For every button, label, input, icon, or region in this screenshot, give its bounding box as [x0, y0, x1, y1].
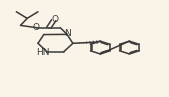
Text: O: O	[51, 15, 58, 24]
Text: HN: HN	[36, 48, 50, 57]
Text: O: O	[33, 23, 40, 32]
Text: N: N	[65, 29, 71, 38]
